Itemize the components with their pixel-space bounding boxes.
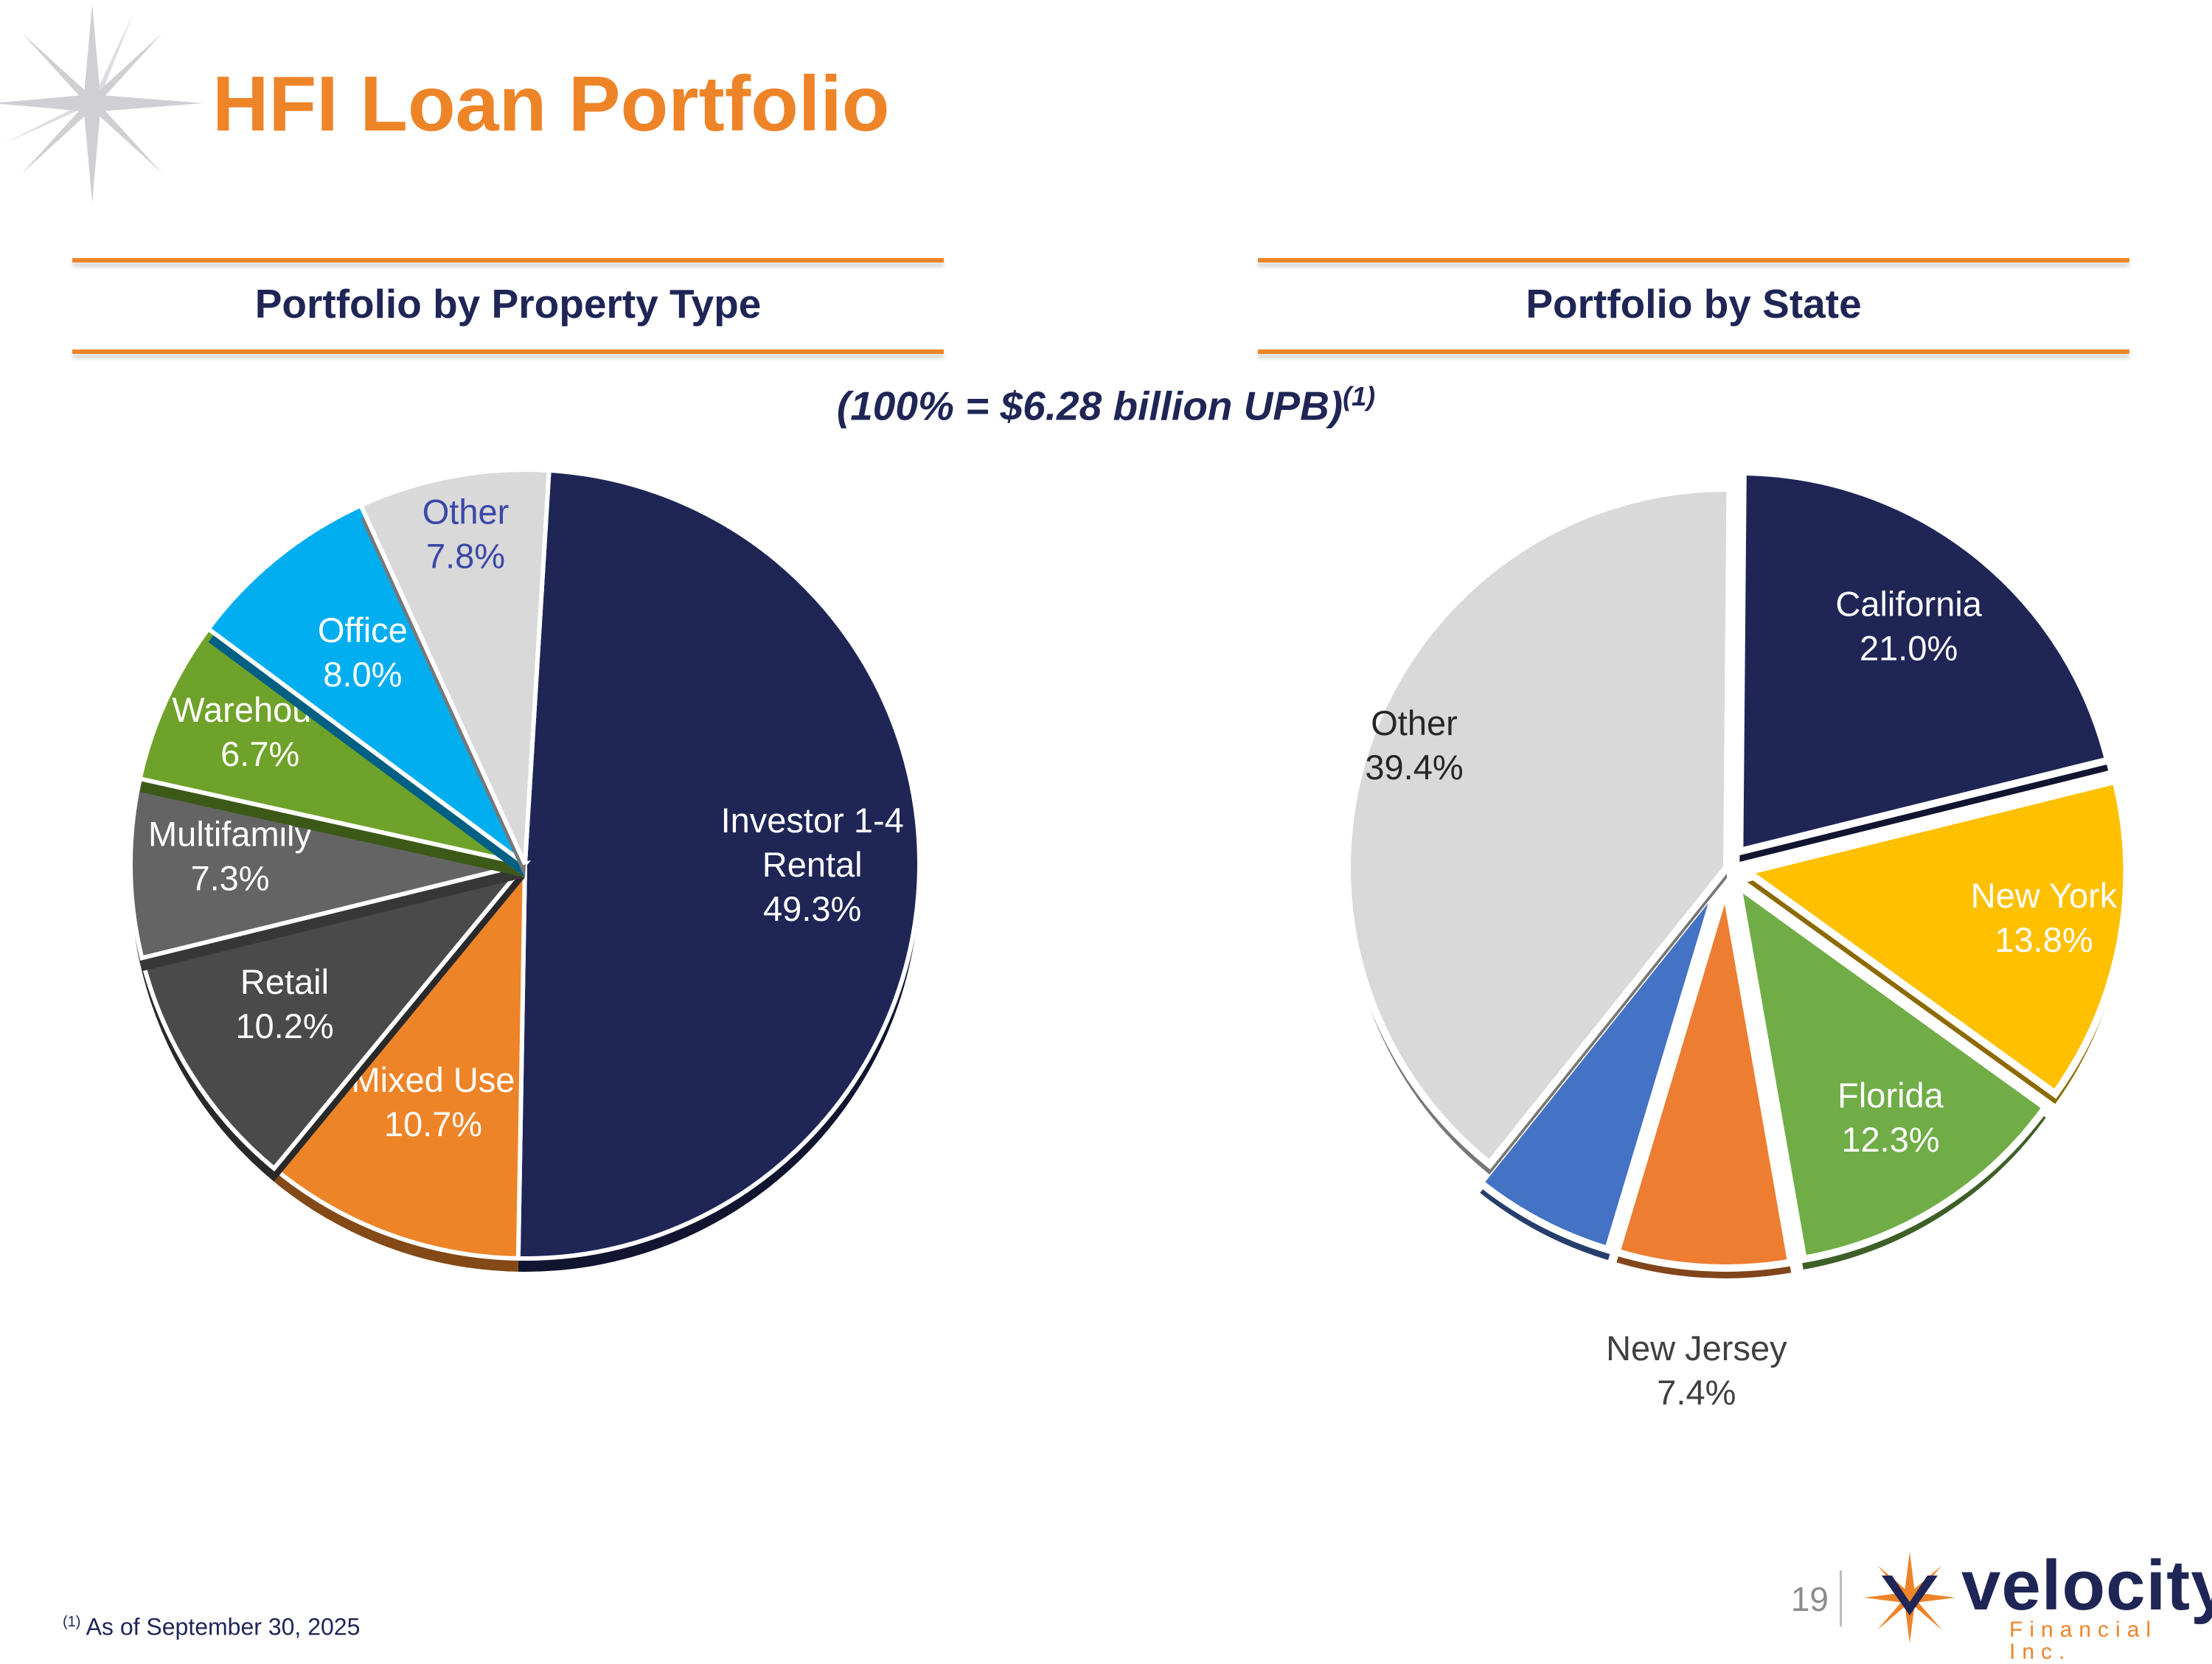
pie-label-california: California 21.0% xyxy=(1835,585,1982,668)
logo-divider xyxy=(1840,1570,1842,1626)
pie-label-category: California xyxy=(1835,585,1982,624)
pie-label-category: Retail xyxy=(240,962,329,1001)
pie-slice-office xyxy=(205,502,527,866)
pie-label-percent: 8.0% xyxy=(323,655,402,694)
pie-label-other: Other 39.4% xyxy=(1365,703,1463,787)
pie-label-percent: 10.2% xyxy=(235,1006,333,1045)
pie-label-category: Rental xyxy=(762,845,863,884)
portfolio-total-note: (100% = $6.28 billion UPB)(1) xyxy=(0,383,2212,426)
pie-label-other: Other 7.8% xyxy=(422,492,509,575)
pie-slice-unlabeled xyxy=(1475,883,1721,1255)
footnote: (1) As of September 30, 2025 xyxy=(63,1615,360,1639)
pie-label-percent: 10.7% xyxy=(384,1104,482,1143)
pie-slice-other xyxy=(358,467,552,866)
pie-label-percent: 49.3% xyxy=(763,889,861,928)
pie-label-category: New Jersey xyxy=(1606,1329,1787,1368)
pie-label-percent: 21.0% xyxy=(1860,629,1958,668)
pie-label-percent: 13.8% xyxy=(1994,920,2093,959)
pie-label-percent: 6.7% xyxy=(220,734,299,773)
portfolio-total-text: (100% = $6.28 billion UPB) xyxy=(836,383,1343,429)
pie-slice-mixed-use xyxy=(271,857,528,1261)
pie-label-category: Other xyxy=(1371,703,1458,742)
total-note-reference: (1) xyxy=(1343,381,1376,411)
pie-label-florida: Florida 12.3% xyxy=(1837,1076,1944,1159)
pie-slice-new-york xyxy=(1738,776,2131,1099)
pie-label-category: Office xyxy=(318,610,408,650)
velocity-logo-icon xyxy=(1864,1552,1955,1643)
pie-label-category: Florida xyxy=(1837,1076,1944,1115)
pie-label-new-jersey: New Jersey 7.4% xyxy=(1606,1329,1787,1412)
property-type-pie-chart: Investor 1-4 Rental 49.3% Mixed Use 10.7% Ret… xyxy=(128,467,922,1273)
pie-label-new-york: New York 13.8% xyxy=(1971,876,2118,959)
left-heading-top-rule xyxy=(72,258,944,262)
pie-slice-new-jersey xyxy=(1612,887,1796,1272)
pie-label-category: Other xyxy=(422,492,509,531)
starburst-icon xyxy=(0,4,203,203)
page-title: HFI Loan Portfolio xyxy=(212,60,890,147)
pie-label-percent: 7.8% xyxy=(426,536,505,575)
footnote-text: As of September 30, 2025 xyxy=(86,1613,361,1640)
pie-label-investor-1-4-rental: Investor 1-4 Rental 49.3% xyxy=(721,801,904,928)
right-heading-top-rule xyxy=(1258,258,2129,262)
pie-label-percent: 39.4% xyxy=(1365,748,1463,787)
pie-slice-multifamily xyxy=(128,776,526,961)
pie-slice-investor-1-4-rental xyxy=(515,467,922,1261)
pie-label-office: Office 8.0% xyxy=(318,610,408,694)
state-heading: Portfolio by State xyxy=(1526,281,1862,327)
footnote-marker: (1) xyxy=(63,1614,81,1630)
left-heading-bottom-rule xyxy=(72,349,944,354)
state-pie-chart: California 21.0% New York 13.8% Florida 12.3%… xyxy=(1343,467,2131,1412)
pie-label-category: Investor 1-4 xyxy=(721,801,904,840)
logo-subtitle: Financial Inc. xyxy=(2009,1618,2158,1664)
pie-label-retail: Retail 10.2% xyxy=(235,962,333,1045)
pie-label-category: New York xyxy=(1971,876,2118,915)
property-type-heading: Portfolio by Property Type xyxy=(254,281,762,327)
pie-slice-other xyxy=(1343,484,1734,1170)
pie-label-mixed-use: Mixed Use 10.7% xyxy=(351,1060,515,1143)
pie-label-category: Mixed Use xyxy=(351,1060,515,1099)
pie-label-percent: 12.3% xyxy=(1841,1120,1939,1159)
pie-label-percent: 7.4% xyxy=(1657,1373,1736,1412)
pie-slice-california xyxy=(1736,467,2113,857)
pie-slice-florida xyxy=(1732,877,2051,1264)
logo-wordmark: velocity xyxy=(1961,1546,2212,1625)
page-number: 19 xyxy=(1790,1580,1829,1618)
right-heading-bottom-rule xyxy=(1258,349,2129,354)
pie-label-percent: 7.3% xyxy=(190,858,269,897)
